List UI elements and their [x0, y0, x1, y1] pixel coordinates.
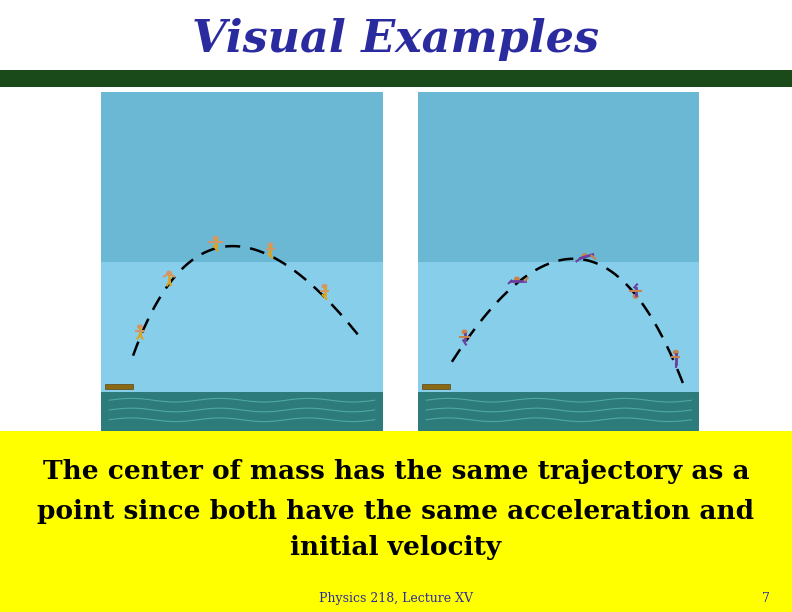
Circle shape — [138, 325, 143, 329]
Circle shape — [463, 330, 466, 334]
Circle shape — [634, 294, 638, 298]
Bar — [101, 92, 383, 431]
Circle shape — [322, 285, 327, 288]
Bar — [418, 92, 699, 431]
Bar — [418, 392, 699, 431]
Bar — [105, 384, 134, 389]
Circle shape — [582, 254, 587, 258]
Circle shape — [673, 351, 678, 354]
Circle shape — [167, 271, 171, 275]
Text: point since both have the same acceleration and: point since both have the same accelerat… — [37, 499, 755, 523]
Text: Visual Examples: Visual Examples — [192, 18, 600, 61]
Circle shape — [213, 236, 218, 240]
Bar — [0, 431, 792, 612]
Circle shape — [268, 244, 272, 247]
Text: 7: 7 — [762, 592, 770, 605]
Bar — [101, 92, 383, 262]
Text: The center of mass has the same trajectory as a: The center of mass has the same trajecto… — [43, 459, 749, 483]
Circle shape — [515, 277, 520, 281]
Bar — [0, 70, 792, 87]
Text: initial velocity: initial velocity — [291, 536, 501, 560]
Text: Physics 218, Lecture XV: Physics 218, Lecture XV — [319, 592, 473, 605]
Bar — [101, 392, 383, 431]
Bar — [422, 384, 450, 389]
Bar — [418, 92, 699, 262]
